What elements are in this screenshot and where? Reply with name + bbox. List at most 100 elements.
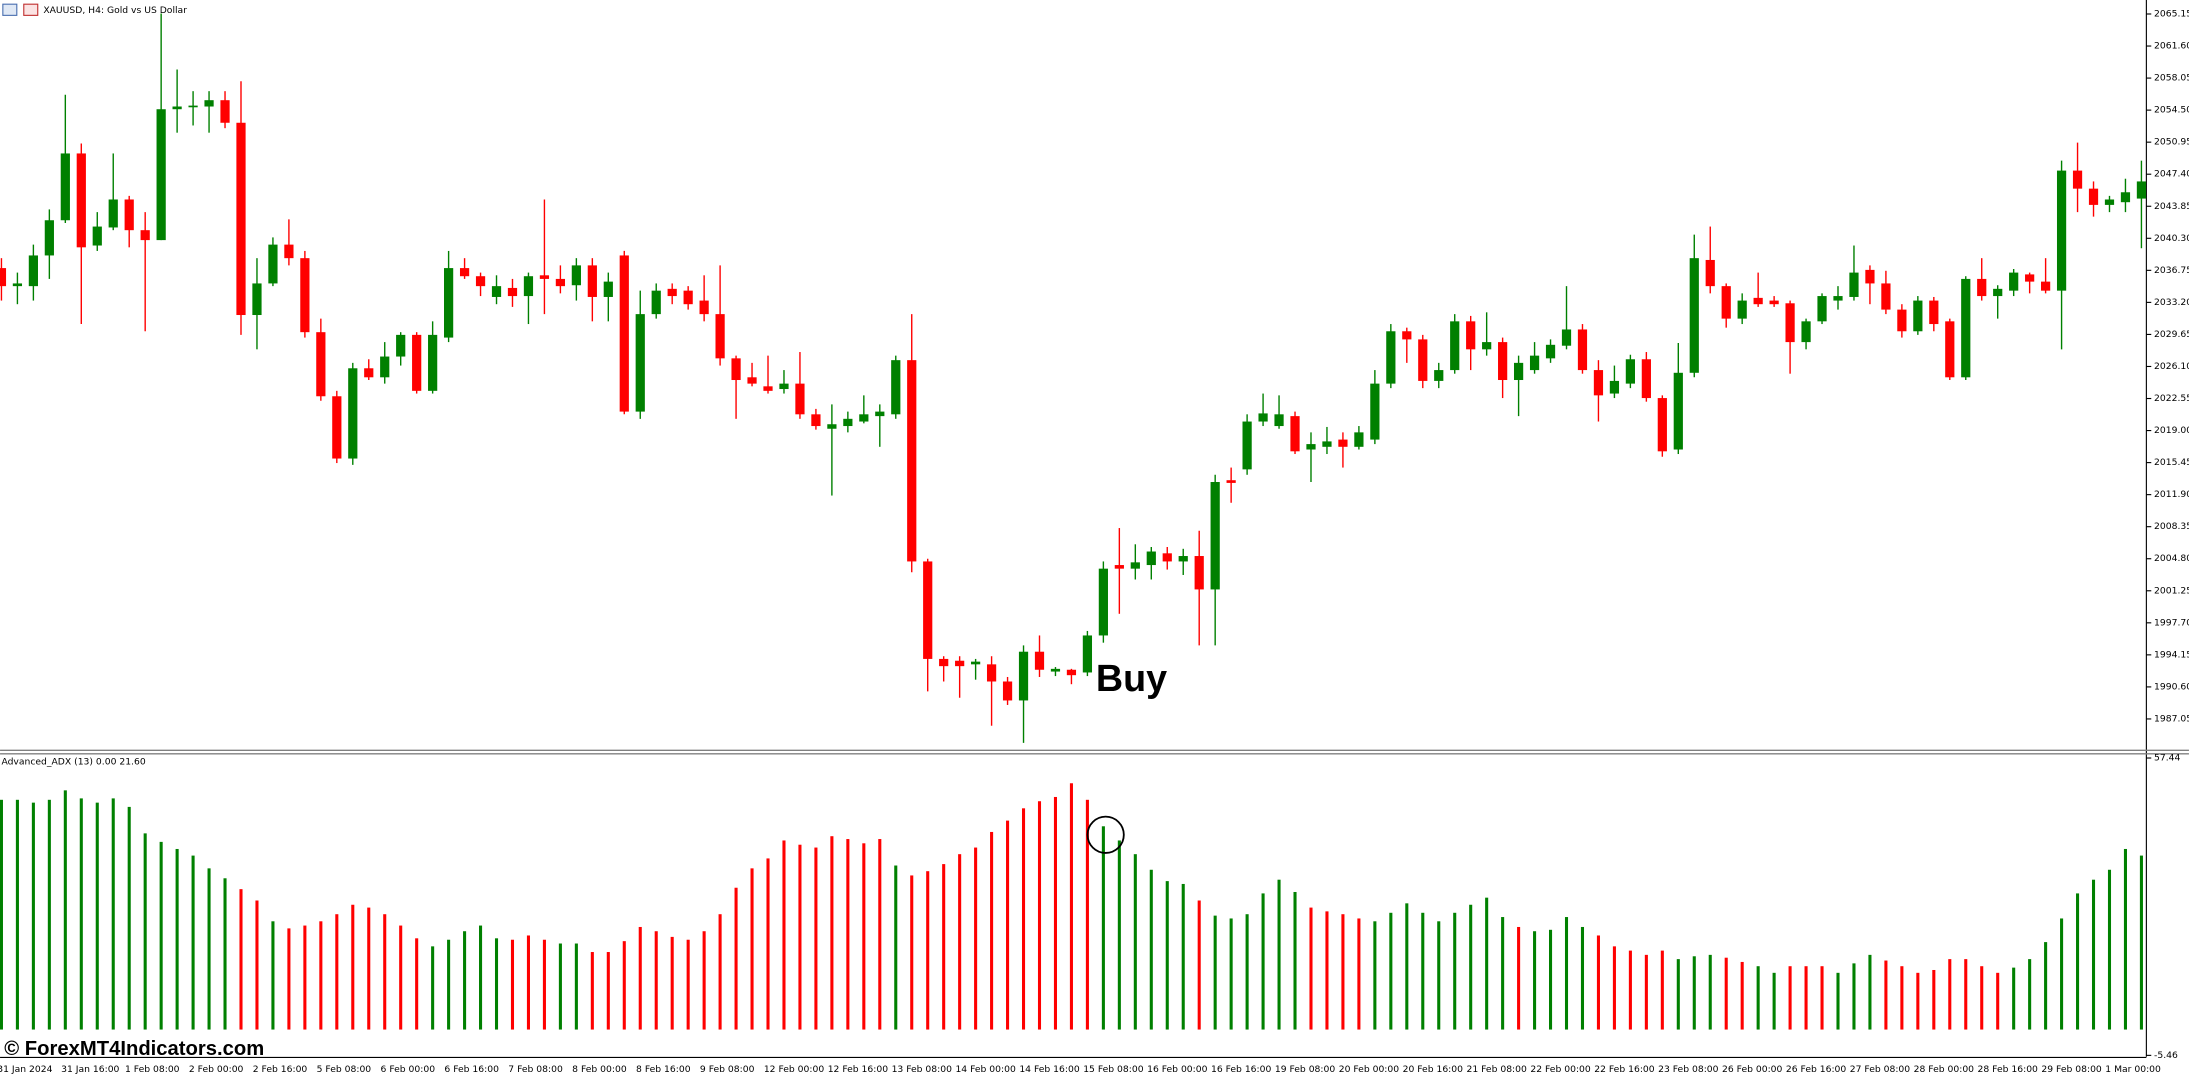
candle-body [1689, 258, 1699, 373]
adx-bar [1980, 966, 1984, 1030]
candle-body [1833, 296, 1843, 301]
x-tick-label: 27 Feb 08:00 [1850, 1064, 1911, 1075]
adx-bar [590, 952, 594, 1030]
candle-body [1545, 344, 1556, 359]
adx-bar [1533, 931, 1537, 1030]
adx-bar [1469, 904, 1473, 1030]
adx-bar [1756, 966, 1760, 1030]
candle-body [571, 265, 581, 286]
candle-body [60, 153, 70, 221]
adx-bar [814, 847, 818, 1030]
candle-body [523, 276, 534, 297]
y-tick-label: 2043.85 [2154, 201, 2189, 212]
watermark: © ForexMT4Indicators.com [4, 1038, 264, 1060]
adx-bar [1676, 959, 1680, 1030]
candle-body [1050, 668, 1061, 672]
adx-bar [2028, 959, 2032, 1030]
adx-bar [1549, 929, 1553, 1030]
adx-bar [1628, 950, 1632, 1030]
adx-bar [303, 925, 307, 1030]
candle-body [1338, 439, 1348, 447]
adx-bar [1740, 961, 1744, 1030]
candle-body [1306, 444, 1316, 450]
y-tick-label: 2047.40 [2154, 169, 2189, 180]
adx-bar [494, 938, 499, 1030]
adx-bar [1453, 912, 1457, 1030]
candle-body [1801, 321, 1811, 343]
adx-bar [1884, 960, 1888, 1030]
axes: 31 Jan 2024 31 Jan 16:00 1 Feb 08:00 2 Feb … [0, 8, 2189, 1074]
adx-bar [1708, 954, 1712, 1030]
buy-annotation: Buy [1096, 657, 1167, 699]
candle-body [539, 275, 550, 279]
adx-bar [1820, 966, 1824, 1030]
x-tick-label: 1 Feb 08:00 [125, 1064, 180, 1075]
candle-body [1945, 321, 1955, 378]
candle-body [1993, 288, 2003, 297]
adx-bar [1964, 959, 1968, 1030]
adx-bar [1660, 950, 1664, 1030]
adx-bar [191, 855, 195, 1030]
adx-bar [1006, 820, 1010, 1030]
candle-body [1146, 551, 1156, 566]
candle-body [348, 368, 358, 459]
candle-body [667, 288, 677, 297]
adx-bar [223, 878, 227, 1030]
candle-body [1018, 651, 1029, 701]
candle-body [188, 105, 198, 108]
y-tick-label: 2001.25 [2154, 585, 2189, 596]
x-tick-label: 12 Feb 16:00 [828, 1064, 889, 1075]
candle-body [1753, 297, 1763, 305]
icon [23, 3, 39, 16]
x-tick-label: 20 Feb 00:00 [1339, 1064, 1400, 1075]
candle-body [619, 255, 629, 412]
candle-body [1721, 286, 1731, 319]
adx-bar [1788, 966, 1792, 1030]
candle-body [1242, 421, 1252, 470]
candle-body [923, 561, 933, 659]
candle-body [811, 414, 821, 427]
x-tick-label: 22 Feb 00:00 [1530, 1064, 1591, 1075]
candle-body [475, 276, 486, 287]
adx-bar [1868, 954, 1872, 1030]
adx-bar [1916, 972, 1920, 1030]
candle-body [1002, 681, 1013, 701]
candle-body [2072, 170, 2083, 189]
candle-body [1034, 651, 1045, 670]
adx-bar [287, 928, 291, 1030]
x-tick-label: 1 Mar 00:00 [2105, 1064, 2161, 1075]
candle-body [428, 334, 438, 391]
candle-body [555, 278, 566, 287]
adx-bar [1245, 914, 1249, 1030]
adx-bar [958, 854, 962, 1030]
indicator-title: Advanced_ADX (13) 0.00 21.60 [1, 757, 145, 768]
adx-bar [638, 926, 642, 1030]
adx-bar [702, 931, 706, 1030]
candle-body [1657, 398, 1667, 452]
candle-body [1593, 370, 1604, 396]
adx-bar [271, 921, 275, 1030]
candle-body [1641, 359, 1651, 399]
adx-bar [2139, 855, 2143, 1030]
candle-body [939, 658, 949, 667]
adx-histogram [0, 783, 2143, 1030]
adx-bar [1325, 911, 1329, 1030]
adx-bar [1229, 918, 1233, 1030]
x-tick-label: 28 Feb 00:00 [1914, 1064, 1975, 1075]
candle-body [907, 360, 917, 562]
adx-bar [1596, 935, 1600, 1030]
y-tick-label: 2008.35 [2154, 521, 2189, 532]
adx-bar [1021, 808, 1026, 1030]
adx-bar [1612, 946, 1616, 1030]
adx-bar [383, 914, 387, 1030]
signal-circle [1086, 815, 1125, 854]
candle-body [2136, 181, 2147, 199]
candle-body [1322, 441, 1332, 447]
x-tick-label: 26 Feb 00:00 [1722, 1064, 1783, 1075]
candle-body [1370, 383, 1380, 440]
adx-bar [1213, 915, 1217, 1030]
adx-bar [1053, 796, 1058, 1030]
candle-body [1194, 556, 1204, 590]
candle-body [971, 661, 981, 665]
